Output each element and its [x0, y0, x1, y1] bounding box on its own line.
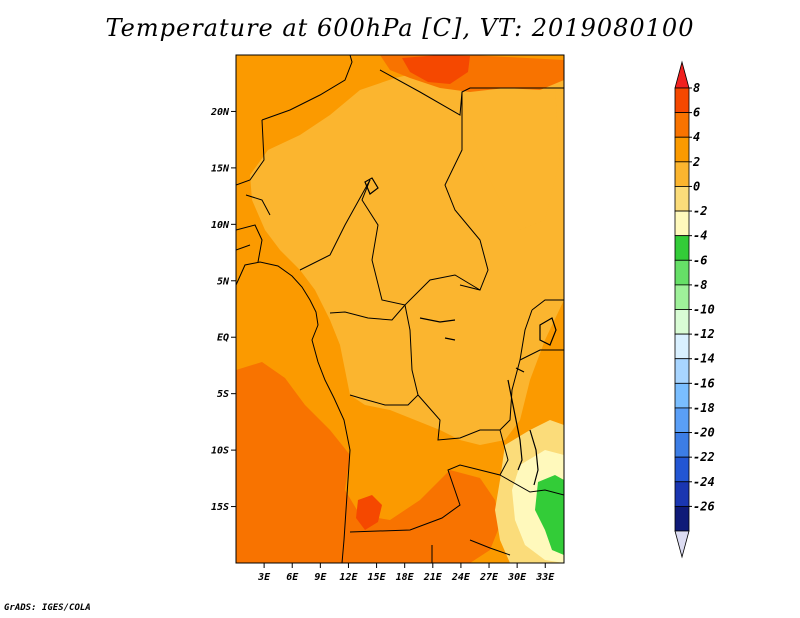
colorbar-box	[674, 259, 690, 286]
colorbar-label: -16	[693, 376, 715, 390]
lon-tick-label: 6E	[286, 572, 299, 583]
lat-tick-label: 5N	[217, 276, 230, 287]
chart-title: Temperature at 600hPa [C], VT: 201908010…	[105, 14, 695, 42]
lon-tick-label: 18E	[396, 572, 415, 583]
colorbar-box	[674, 309, 690, 335]
colorbar-label: -6	[693, 253, 707, 267]
colorbar: 8 6 4 2 0 -2 -4 -6 -8 -10 -12 -14 -16 -18 -20 -22 -24 -26	[674, 60, 715, 559]
colorbar-box	[674, 161, 690, 187]
lon-tick-label: 33E	[535, 572, 555, 583]
lon-tick-label: 12E	[339, 572, 358, 583]
colorbar-box	[674, 407, 690, 433]
colorbar-box	[674, 186, 690, 212]
colorbar-box	[674, 235, 690, 261]
lon-tick-label: 24E	[451, 572, 471, 583]
temperature-field	[236, 55, 564, 563]
colorbar-label: -24	[693, 475, 715, 489]
colorbar-label: -10	[693, 303, 715, 317]
lakes	[364, 177, 557, 486]
colorbar-label: -18	[693, 401, 715, 415]
lat-tick-label: 20N	[210, 107, 230, 118]
field-0to2-patch	[470, 70, 560, 230]
field-6to8-angola	[356, 495, 382, 530]
lat-tick-label: 10S	[211, 446, 229, 457]
colorbar-label: -14	[693, 352, 715, 366]
longitude-ticks: 3E 6E 9E 12E 15E 18E 21E 24E 27E 30E 33E	[257, 563, 555, 583]
country-borders	[236, 55, 564, 563]
colorbar-label: 6	[693, 106, 700, 120]
colorbar-box	[674, 456, 690, 483]
colorbar-label: 0	[693, 179, 700, 193]
colorbar-box	[674, 481, 690, 507]
colorbar-top-arrow	[674, 60, 690, 89]
field-4to6-southwest	[236, 362, 500, 563]
colorbar-box	[674, 333, 690, 360]
colorbar-box	[674, 136, 690, 163]
colorbar-label: -2	[693, 204, 707, 218]
lon-tick-label: 3E	[257, 572, 271, 583]
map-frame	[235, 54, 565, 564]
colorbar-box	[674, 112, 690, 138]
colorbar-label: -26	[693, 499, 715, 513]
lon-tick-label: 21E	[423, 572, 443, 583]
colorbar-box	[674, 210, 690, 237]
latitude-ticks: 20N 15N 10N 5N EQ 5S 10S 15S	[210, 107, 236, 513]
lat-tick-label: 10N	[211, 220, 230, 231]
colorbar-label: -12	[693, 327, 715, 341]
lon-tick-label: 27E	[479, 572, 499, 583]
colorbar-bottom-arrow	[674, 530, 690, 559]
field-m6tom4-region	[535, 475, 564, 555]
colorbar-label: -8	[693, 278, 707, 292]
colorbar-label: -4	[693, 229, 707, 243]
colorbar-label: -20	[693, 426, 715, 440]
lon-tick-label: 15E	[368, 572, 387, 583]
colorbar-label: 8	[693, 81, 700, 95]
colorbar-box	[674, 284, 690, 310]
lon-tick-label: 30E	[507, 572, 527, 583]
colorbar-box	[674, 87, 690, 114]
colorbar-label: 4	[693, 130, 700, 144]
colorbar-label: -22	[693, 450, 715, 464]
grads-credit: GrADS: IGES/COLA	[4, 603, 91, 613]
colorbar-box	[674, 505, 690, 532]
lon-tick-label: 9E	[314, 572, 327, 583]
colorbar-box	[674, 432, 690, 458]
colorbar-label: 2	[692, 155, 700, 169]
lat-tick-label: 15S	[211, 502, 229, 513]
lat-tick-label: 5S	[217, 389, 229, 400]
lat-tick-label: 15N	[211, 163, 230, 174]
colorbar-box	[674, 358, 690, 384]
lat-tick-label: EQ	[217, 333, 229, 344]
colorbar-box	[674, 382, 690, 409]
field-6to8-north	[402, 55, 470, 84]
